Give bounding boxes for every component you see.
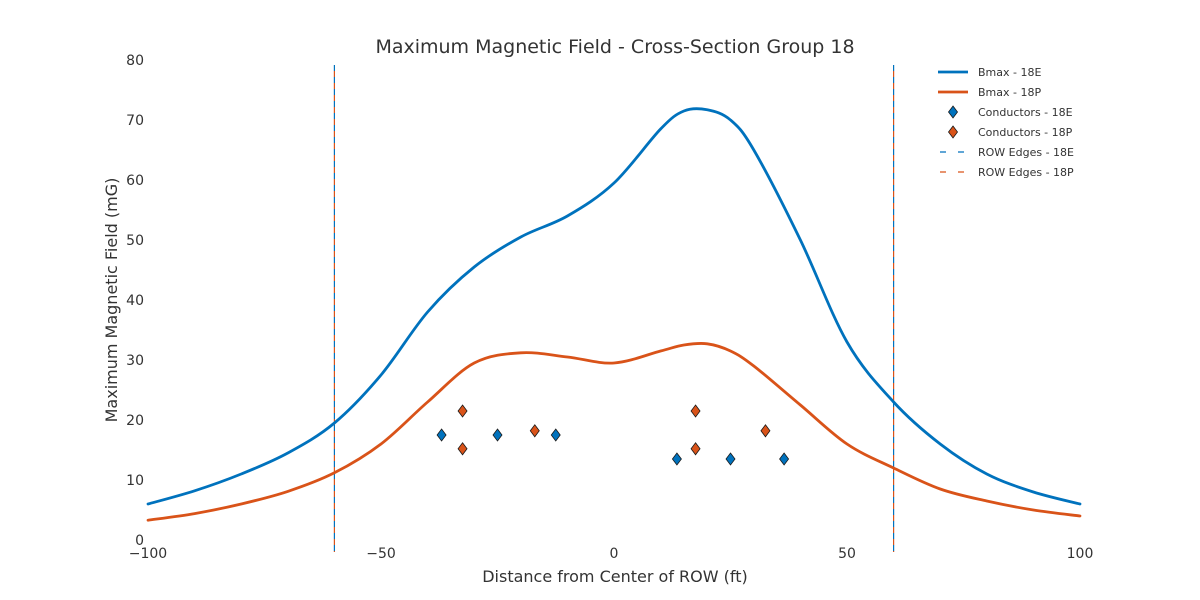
- legend-label-bmax-18e: Bmax - 18E: [978, 66, 1041, 79]
- axis-ticks: −100 −50 0 50 100 0 10 20 30 40 50 60 70 80: [126, 53, 1093, 562]
- legend-label-row-edges-18e: ROW Edges - 18E: [978, 146, 1074, 159]
- x-tick-label-0: −100: [129, 546, 167, 562]
- y-tick-label-6: 60: [126, 173, 144, 189]
- legend-item-conductors-18e: Conductors - 18E: [948, 105, 1073, 119]
- legend-swatch-conductors-18p: [948, 125, 958, 139]
- y-tick-label-4: 40: [126, 293, 144, 309]
- legend-label-row-edges-18p: ROW Edges - 18P: [978, 166, 1074, 179]
- legend-item-row-edges-18e: ROW Edges - 18E: [940, 146, 1074, 159]
- conductors-18p-marker-1: [457, 442, 468, 456]
- y-tick-label-1: 10: [126, 473, 144, 489]
- x-tick-label-4: 100: [1067, 546, 1094, 562]
- conductors-18p-marker-0: [457, 404, 468, 418]
- conductors-18p-marker-5: [760, 424, 771, 438]
- legend-label-bmax-18p: Bmax - 18P: [978, 86, 1041, 99]
- y-tick-label-5: 50: [126, 233, 144, 249]
- x-tick-label-2: 0: [610, 546, 619, 562]
- chart-title: Maximum Magnetic Field - Cross-Section G…: [375, 36, 854, 58]
- conductors-18e-marker-4: [725, 452, 736, 466]
- y-tick-label-2: 20: [126, 413, 144, 429]
- x-axis-label: Distance from Center of ROW (ft): [482, 567, 748, 586]
- legend-swatch-conductors-18e: [948, 105, 958, 119]
- y-tick-label-8: 80: [126, 53, 144, 69]
- x-tick-label-1: −50: [366, 546, 396, 562]
- legend-item-conductors-18p: Conductors - 18P: [948, 125, 1073, 139]
- legend-item-row-edges-18p: ROW Edges - 18P: [940, 166, 1074, 179]
- conductors-18e-marker-3: [671, 452, 682, 466]
- conductors-18e-marker-0: [436, 428, 447, 442]
- conductors-18p-marker-4: [690, 442, 701, 456]
- legend-item-bmax-18p: Bmax - 18P: [938, 86, 1041, 99]
- y-tick-label-7: 70: [126, 113, 144, 129]
- conductors-18e-marker-5: [779, 452, 790, 466]
- legend: Bmax - 18E Bmax - 18P Conductors - 18E Cond…: [938, 66, 1074, 179]
- conductors-18e-marker-2: [550, 428, 561, 442]
- bmax-18p-line: [146, 341, 1082, 522]
- y-tick-label-0: 0: [135, 533, 144, 549]
- legend-label-conductors-18p: Conductors - 18P: [978, 126, 1073, 139]
- x-tick-label-3: 50: [838, 546, 856, 562]
- bmax-18e-line: [146, 107, 1082, 506]
- conductors-18p-marker-2: [529, 424, 540, 438]
- legend-label-conductors-18e: Conductors - 18E: [978, 106, 1073, 119]
- y-tick-label-3: 30: [126, 353, 144, 369]
- conductors-18e-marker-1: [492, 428, 503, 442]
- plot-area: [146, 65, 1082, 552]
- legend-item-bmax-18e: Bmax - 18E: [938, 66, 1041, 79]
- y-axis-label: Maximum Magnetic Field (mG): [102, 178, 121, 423]
- conductors-18p-marker-3: [690, 404, 701, 418]
